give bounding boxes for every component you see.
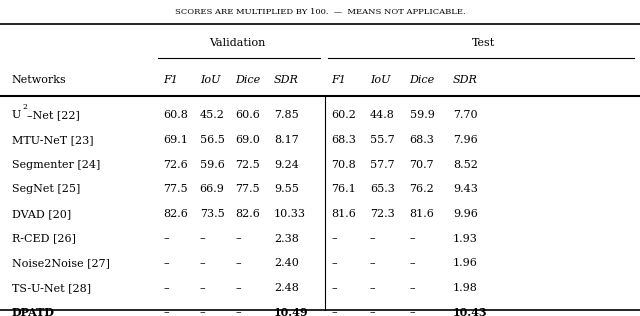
Text: 1.96: 1.96 bbox=[453, 258, 478, 268]
Text: 77.5: 77.5 bbox=[236, 184, 260, 194]
Text: 66.9: 66.9 bbox=[200, 184, 225, 194]
Text: 2.38: 2.38 bbox=[274, 234, 299, 244]
Text: –: – bbox=[236, 307, 241, 316]
Text: 57.7: 57.7 bbox=[370, 160, 394, 170]
Text: 8.17: 8.17 bbox=[274, 135, 299, 145]
Text: –: – bbox=[332, 283, 337, 293]
Text: 45.2: 45.2 bbox=[200, 110, 225, 120]
Text: 9.96: 9.96 bbox=[453, 209, 478, 219]
Text: 8.52: 8.52 bbox=[453, 160, 478, 170]
Text: Segmenter [24]: Segmenter [24] bbox=[12, 160, 100, 170]
Text: SDR: SDR bbox=[274, 75, 299, 85]
Text: –: – bbox=[200, 234, 205, 244]
Text: 44.8: 44.8 bbox=[370, 110, 395, 120]
Text: 60.8: 60.8 bbox=[163, 110, 188, 120]
Text: 55.7: 55.7 bbox=[370, 135, 395, 145]
Text: 69.0: 69.0 bbox=[236, 135, 260, 145]
Text: –: – bbox=[370, 234, 376, 244]
Text: –: – bbox=[370, 307, 376, 316]
Text: 81.6: 81.6 bbox=[332, 209, 356, 219]
Text: 68.3: 68.3 bbox=[410, 135, 435, 145]
Text: 82.6: 82.6 bbox=[163, 209, 188, 219]
Text: 60.6: 60.6 bbox=[236, 110, 260, 120]
Text: 68.3: 68.3 bbox=[332, 135, 356, 145]
Text: 73.5: 73.5 bbox=[200, 209, 225, 219]
Text: 76.2: 76.2 bbox=[410, 184, 435, 194]
Text: –: – bbox=[410, 234, 415, 244]
Text: –: – bbox=[332, 307, 337, 316]
Text: 76.1: 76.1 bbox=[332, 184, 356, 194]
Text: 1.93: 1.93 bbox=[453, 234, 478, 244]
Text: 10.33: 10.33 bbox=[274, 209, 306, 219]
Text: 9.24: 9.24 bbox=[274, 160, 299, 170]
Text: 2.40: 2.40 bbox=[274, 258, 299, 268]
Text: –: – bbox=[332, 234, 337, 244]
Text: Validation: Validation bbox=[209, 38, 265, 48]
Text: 72.3: 72.3 bbox=[370, 209, 395, 219]
Text: 2.48: 2.48 bbox=[274, 283, 299, 293]
Text: 72.5: 72.5 bbox=[236, 160, 260, 170]
Text: –: – bbox=[200, 307, 205, 316]
Text: SegNet [25]: SegNet [25] bbox=[12, 184, 80, 194]
Text: 9.43: 9.43 bbox=[453, 184, 478, 194]
Text: 81.6: 81.6 bbox=[410, 209, 435, 219]
Text: 59.6: 59.6 bbox=[200, 160, 225, 170]
Text: –: – bbox=[410, 283, 415, 293]
Text: U: U bbox=[12, 110, 20, 120]
Text: –Net [22]: –Net [22] bbox=[27, 110, 80, 120]
Text: 2: 2 bbox=[22, 103, 28, 112]
Text: 77.5: 77.5 bbox=[163, 184, 188, 194]
Text: 9.55: 9.55 bbox=[274, 184, 299, 194]
Text: –: – bbox=[236, 283, 241, 293]
Text: Test: Test bbox=[472, 38, 495, 48]
Text: TS-U-Net [28]: TS-U-Net [28] bbox=[12, 283, 91, 293]
Text: 82.6: 82.6 bbox=[236, 209, 260, 219]
Text: DVAD [20]: DVAD [20] bbox=[12, 209, 71, 219]
Text: Dice: Dice bbox=[410, 75, 435, 85]
Text: 10.49: 10.49 bbox=[274, 307, 308, 316]
Text: 7.70: 7.70 bbox=[453, 110, 477, 120]
Text: –: – bbox=[200, 283, 205, 293]
Text: 7.85: 7.85 bbox=[274, 110, 299, 120]
Text: Noise2Noise [27]: Noise2Noise [27] bbox=[12, 258, 109, 268]
Text: Networks: Networks bbox=[12, 75, 67, 85]
Text: MTU-NeT [23]: MTU-NeT [23] bbox=[12, 135, 93, 145]
Text: F1: F1 bbox=[163, 75, 178, 85]
Text: DPATD: DPATD bbox=[12, 307, 54, 316]
Text: F1: F1 bbox=[332, 75, 346, 85]
Text: IoU: IoU bbox=[370, 75, 390, 85]
Text: –: – bbox=[332, 258, 337, 268]
Text: –: – bbox=[200, 258, 205, 268]
Text: 70.8: 70.8 bbox=[332, 160, 356, 170]
Text: R-CED [26]: R-CED [26] bbox=[12, 234, 76, 244]
Text: SDR: SDR bbox=[453, 75, 478, 85]
Text: 60.2: 60.2 bbox=[332, 110, 356, 120]
Text: 65.3: 65.3 bbox=[370, 184, 395, 194]
Text: –: – bbox=[410, 307, 415, 316]
Text: 69.1: 69.1 bbox=[163, 135, 188, 145]
Text: 56.5: 56.5 bbox=[200, 135, 225, 145]
Text: –: – bbox=[163, 307, 169, 316]
Text: –: – bbox=[163, 234, 169, 244]
Text: 10.43: 10.43 bbox=[453, 307, 488, 316]
Text: –: – bbox=[370, 283, 376, 293]
Text: –: – bbox=[236, 234, 241, 244]
Text: –: – bbox=[163, 283, 169, 293]
Text: 7.96: 7.96 bbox=[453, 135, 478, 145]
Text: –: – bbox=[410, 258, 415, 268]
Text: 72.6: 72.6 bbox=[163, 160, 188, 170]
Text: 59.9: 59.9 bbox=[410, 110, 435, 120]
Text: –: – bbox=[163, 258, 169, 268]
Text: IoU: IoU bbox=[200, 75, 220, 85]
Text: –: – bbox=[236, 258, 241, 268]
Text: Dice: Dice bbox=[236, 75, 260, 85]
Text: 70.7: 70.7 bbox=[410, 160, 434, 170]
Text: 1.98: 1.98 bbox=[453, 283, 478, 293]
Text: –: – bbox=[370, 258, 376, 268]
Text: SCORES ARE MULTIPLIED BY 100.  —  MEANS NOT APPLICABLE.: SCORES ARE MULTIPLIED BY 100. — MEANS NO… bbox=[175, 8, 465, 16]
